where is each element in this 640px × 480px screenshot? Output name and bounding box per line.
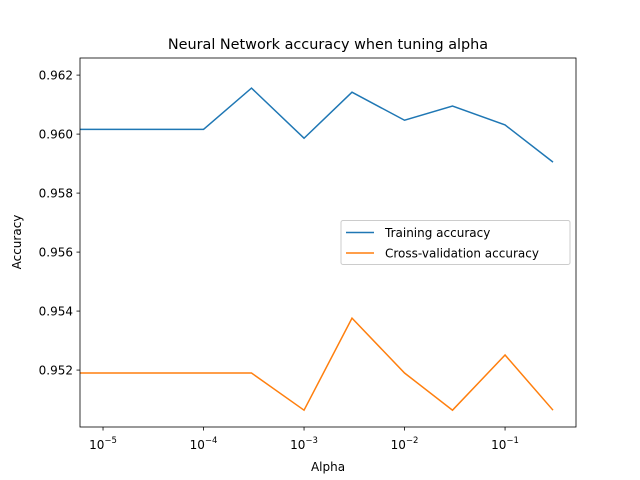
legend-box (340, 220, 571, 265)
y-tick-label: 0.958 (39, 187, 73, 201)
x-tick-label: 10−3 (290, 436, 318, 452)
axes-frame (79, 57, 577, 428)
y-tick-label: 0.954 (39, 305, 73, 319)
y-tick-label: 0.956 (39, 246, 73, 260)
y-axis-label: Accuracy (10, 215, 24, 270)
legend-label: Cross-validation accuracy (385, 247, 539, 261)
y-tick-label: 0.952 (39, 364, 73, 378)
x-tick-label: 10−5 (89, 436, 117, 452)
x-axis-label: Alpha (311, 460, 345, 474)
chart-title: Neural Network accuracy when tuning alph… (168, 37, 488, 53)
x-tick-label: 10−4 (190, 436, 218, 452)
data-line (80, 87, 554, 163)
x-tick-label: 10−1 (491, 436, 519, 452)
x-tick-label: 10−2 (391, 436, 419, 452)
y-tick-label: 0.962 (39, 69, 73, 83)
data-line (80, 316, 554, 412)
y-tick-label: 0.960 (39, 128, 73, 142)
plot-area (80, 87, 554, 412)
legend-label: Training accuracy (384, 226, 490, 240)
